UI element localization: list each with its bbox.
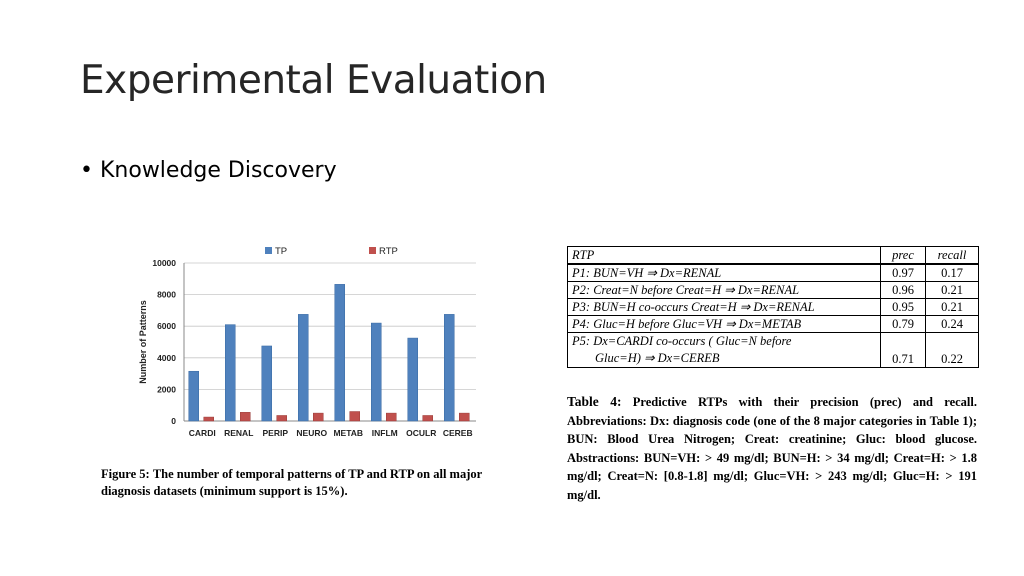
prec-cell: 0.71	[880, 332, 926, 368]
bar-tp-perip	[261, 345, 272, 422]
legend-label-rtp: RTP	[379, 246, 398, 257]
pattern-id: P5:	[572, 334, 591, 348]
figure-caption-label: Figure 5:	[101, 467, 150, 481]
pattern-cell: P3: BUN=H co-occurs Creat=H ⇒ Dx=RENAL	[567, 298, 881, 316]
pattern-id: P4:	[572, 317, 591, 331]
pattern-id: P3:	[572, 300, 591, 314]
bullet-item: • Knowledge Discovery	[80, 158, 337, 183]
bar-tp-oculr	[407, 337, 418, 422]
bar-tp-renal	[225, 324, 236, 422]
pattern-text: Creat=N before Creat=H ⇒ Dx=RENAL	[593, 283, 800, 297]
bar-rtp-oculr	[422, 415, 433, 422]
pattern-text: Gluc=H before Gluc=VH ⇒ Dx=METAB	[593, 317, 802, 331]
x-tick-label: INFLM	[372, 428, 398, 438]
prec-cell: 0.95	[880, 298, 926, 316]
bar-rtp-neuro	[313, 412, 324, 422]
recall-cell: 0.21	[925, 298, 979, 316]
pattern-text: BUN=H co-occurs Creat=H ⇒ Dx=RENAL	[593, 300, 815, 314]
y-tick-label: 0	[171, 416, 176, 426]
x-tick-label: OCULR	[406, 428, 436, 438]
recall-cell: 0.24	[925, 315, 979, 333]
legend-label-tp: TP	[275, 246, 287, 257]
legend-swatch-rtp	[369, 247, 376, 254]
table-row: P4: Gluc=H before Gluc=VH ⇒ Dx=METAB 0.7…	[567, 315, 979, 333]
pattern-cell: P4: Gluc=H before Gluc=VH ⇒ Dx=METAB	[567, 315, 881, 333]
y-tick-label: 10000	[152, 258, 176, 268]
bar-tp-neuro	[298, 314, 309, 422]
figure-caption: Figure 5: The number of temporal pattern…	[101, 466, 513, 500]
bar-chart: 0 2000 4000 6000 8000 10000 Number of Patterns…	[138, 246, 476, 438]
prec-cell: 0.97	[880, 263, 926, 282]
pattern-cell: P2: Creat=N before Creat=H ⇒ Dx=RENAL	[567, 281, 881, 299]
prec-cell: 0.96	[880, 281, 926, 299]
table-caption-text: Predictive RTPs with their precision (pr…	[567, 395, 978, 502]
y-tick-label: 4000	[157, 353, 176, 363]
bar-rtp-inflm	[386, 412, 397, 422]
recall-cell: 0.17	[925, 263, 979, 282]
header-rtp: RTP	[567, 246, 881, 265]
y-axis-label: Number of Patterns	[138, 300, 148, 384]
bar-tp-cereb	[444, 314, 455, 422]
legend-swatch-tp	[265, 247, 272, 254]
pattern-cell: P1: BUN=VH ⇒ Dx=RENAL	[567, 263, 881, 282]
table-caption-label: Table 4:	[567, 394, 622, 409]
pattern-text: Dx=CARDI co-occurs ( Gluc=N before	[593, 334, 792, 348]
bar-tp-cardi	[188, 370, 199, 422]
bar-rtp-metab	[349, 411, 360, 422]
bar-rtp-cardi	[203, 416, 214, 422]
recall-cell: 0.21	[925, 281, 979, 299]
pattern-text-continued: Gluc=H) ⇒ Dx=CEREB	[595, 351, 720, 365]
bullet-text: Knowledge Discovery	[99, 158, 337, 183]
x-tick-label: NEURO	[296, 428, 327, 438]
bullet-dot: •	[80, 158, 93, 183]
table-caption: Table 4: Predictive RTPs with their prec…	[567, 393, 977, 504]
y-tick-label: 2000	[157, 384, 176, 394]
bar-rtp-perip	[276, 415, 287, 422]
x-tick-label: PERIP	[262, 428, 288, 438]
table-row: P5: Dx=CARDI co-occurs ( Gluc=N before Gl…	[567, 332, 979, 368]
pattern-cell: P5: Dx=CARDI co-occurs ( Gluc=N before Gl…	[567, 332, 881, 368]
y-tick-label: 6000	[157, 321, 176, 331]
table-row: P3: BUN=H co-occurs Creat=H ⇒ Dx=RENAL 0…	[567, 298, 979, 316]
x-tick-label: RENAL	[224, 428, 253, 438]
y-tick-label: 8000	[157, 290, 176, 300]
table-header-row: RTP prec recall	[567, 246, 979, 265]
x-tick-label: CARDI	[189, 428, 216, 438]
recall-cell: 0.22	[925, 332, 979, 368]
header-prec: prec	[880, 246, 926, 265]
prec-cell: 0.79	[880, 315, 926, 333]
bar-rtp-renal	[240, 412, 251, 422]
rtp-table: RTP prec recall P1: BUN=VH ⇒ Dx=RENAL 0.…	[567, 246, 979, 368]
header-recall: recall	[925, 246, 979, 265]
bar-tp-metab	[334, 284, 345, 422]
x-tick-label: CEREB	[443, 428, 473, 438]
bar-tp-inflm	[371, 322, 382, 422]
bar-rtp-cereb	[459, 412, 470, 422]
x-tick-label: METAB	[333, 428, 363, 438]
table-row: P2: Creat=N before Creat=H ⇒ Dx=RENAL 0.…	[567, 281, 979, 299]
pattern-text: BUN=VH ⇒ Dx=RENAL	[593, 266, 722, 280]
slide-title: Experimental Evaluation	[80, 58, 547, 103]
pattern-id: P1:	[572, 266, 591, 280]
table-row: P1: BUN=VH ⇒ Dx=RENAL 0.97 0.17	[567, 263, 979, 282]
pattern-id: P2:	[572, 283, 591, 297]
figure-caption-text: The number of temporal patterns of TP an…	[101, 467, 482, 498]
